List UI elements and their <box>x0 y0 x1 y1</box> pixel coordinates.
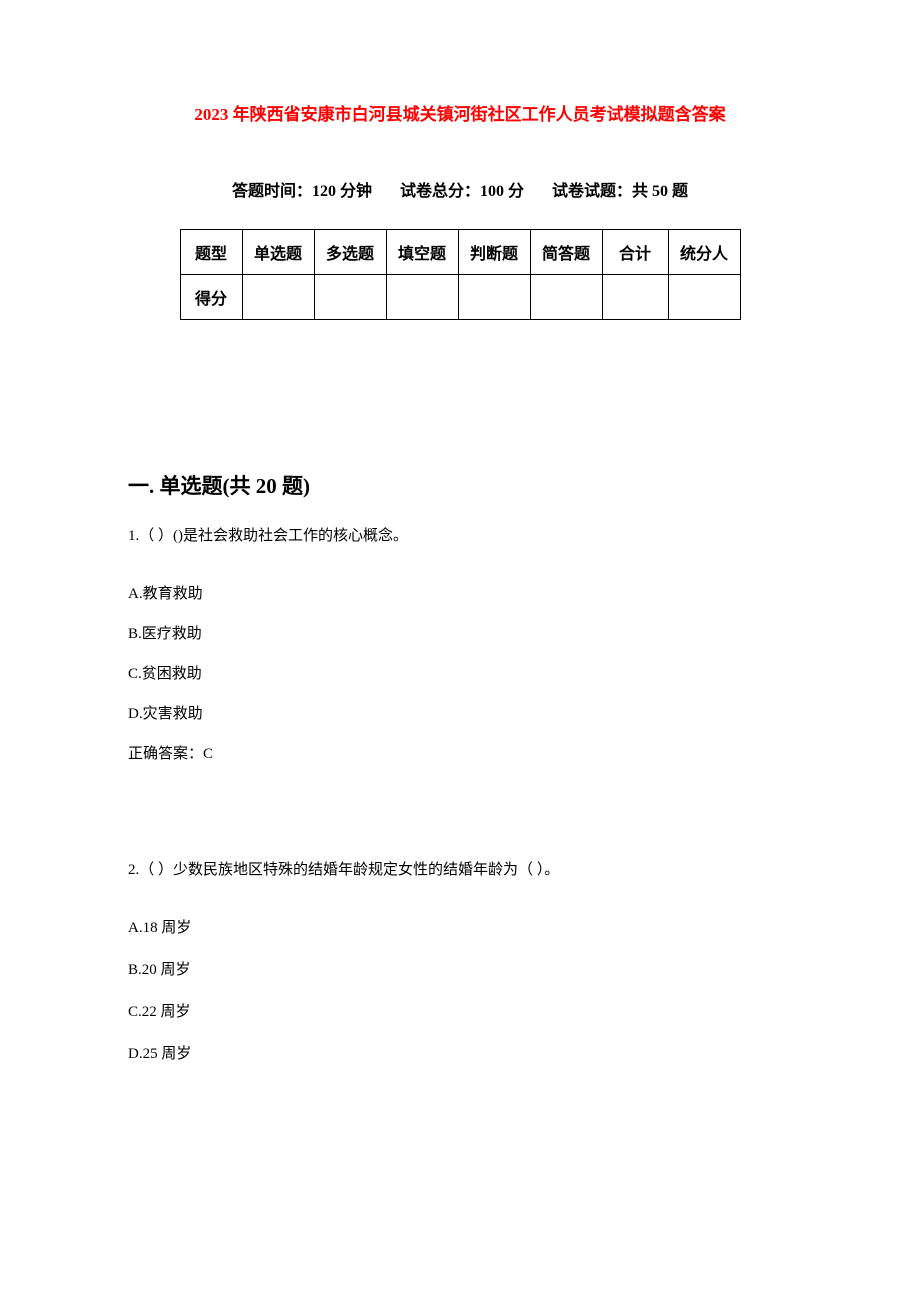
score-cell <box>668 275 740 320</box>
score-cell <box>386 275 458 320</box>
header-cell-short: 简答题 <box>530 230 602 275</box>
question-1-option-c: C.贫困救助 <box>128 662 792 686</box>
header-cell-total: 合计 <box>602 230 668 275</box>
score-cell <box>242 275 314 320</box>
score-cell <box>458 275 530 320</box>
header-cell-single: 单选题 <box>242 230 314 275</box>
exam-title: 2023 年陕西省安康市白河县城关镇河街社区工作人员考试模拟题含答案 <box>128 100 792 125</box>
total-value: 100 分 <box>480 183 524 200</box>
header-cell-type: 题型 <box>180 230 242 275</box>
question-1: 1.（ ）()是社会救助社会工作的核心概念。 A.教育救助 B.医疗救助 C.贫… <box>128 524 792 766</box>
question-1-option-a: A.教育救助 <box>128 582 792 606</box>
time-value: 120 分钟 <box>312 183 372 200</box>
time-info: 答题时间：120 分钟 <box>232 183 372 200</box>
question-1-option-b: B.医疗救助 <box>128 622 792 646</box>
section-heading-single-choice: 一. 单选题(共 20 题) <box>128 470 792 500</box>
total-info: 试卷总分：100 分 <box>400 183 524 200</box>
table-score-row: 得分 <box>180 275 740 320</box>
question-2: 2.（ ）少数民族地区特殊的结婚年龄规定女性的结婚年龄为（ ）。 A.18 周岁… <box>128 858 792 1066</box>
total-label: 试卷总分： <box>400 183 480 200</box>
question-1-option-d: D.灾害救助 <box>128 702 792 726</box>
question-2-option-b: B.20 周岁 <box>128 958 792 982</box>
question-1-answer: 正确答案：C <box>128 742 792 766</box>
question-2-option-d: D.25 周岁 <box>128 1042 792 1066</box>
time-label: 答题时间： <box>232 183 312 200</box>
score-cell <box>530 275 602 320</box>
question-2-text: 2.（ ）少数民族地区特殊的结婚年龄规定女性的结婚年龄为（ ）。 <box>128 858 792 882</box>
count-label: 试卷试题： <box>552 183 632 200</box>
question-1-text: 1.（ ）()是社会救助社会工作的核心概念。 <box>128 524 792 548</box>
question-2-option-a: A.18 周岁 <box>128 916 792 940</box>
header-cell-scorer: 统分人 <box>668 230 740 275</box>
score-label-cell: 得分 <box>180 275 242 320</box>
score-cell <box>602 275 668 320</box>
header-cell-fill: 填空题 <box>386 230 458 275</box>
question-2-option-c: C.22 周岁 <box>128 1000 792 1024</box>
score-cell <box>314 275 386 320</box>
header-cell-judge: 判断题 <box>458 230 530 275</box>
count-value: 共 50 题 <box>632 183 688 200</box>
table-header-row: 题型 单选题 多选题 填空题 判断题 简答题 合计 统分人 <box>180 230 740 275</box>
count-info: 试卷试题：共 50 题 <box>552 183 688 200</box>
score-table: 题型 单选题 多选题 填空题 判断题 简答题 合计 统分人 得分 <box>180 229 741 320</box>
exam-info-line: 答题时间：120 分钟 试卷总分：100 分 试卷试题：共 50 题 <box>128 177 792 201</box>
header-cell-multi: 多选题 <box>314 230 386 275</box>
